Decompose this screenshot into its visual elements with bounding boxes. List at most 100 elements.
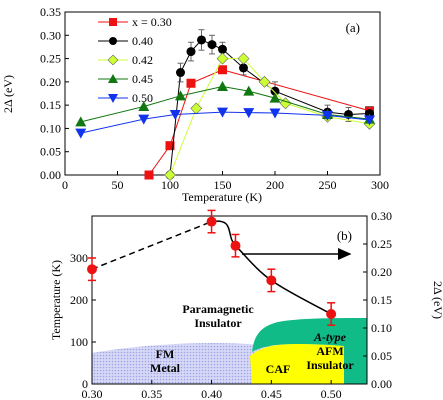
data-point [322, 110, 333, 121]
series-line-0.45 [80, 86, 370, 123]
legend-marker [108, 74, 118, 83]
data-point [217, 81, 228, 92]
x-tick-label: 100 [161, 178, 179, 192]
x-tick-label: 200 [266, 178, 284, 192]
data-point [243, 85, 255, 96]
data-point [186, 47, 196, 57]
gap-data-point [87, 264, 97, 275]
x-tick-label: 250 [319, 178, 337, 192]
data-point [269, 92, 281, 103]
x-tick-label: 0.30 [82, 387, 103, 400]
legend-entry: 0.45 [132, 72, 153, 86]
right-y-tick-label: 0.15 [371, 293, 392, 307]
region-label-a-type: A-type [313, 330, 347, 344]
x-tick-label: 0.35 [141, 387, 162, 400]
legend-entry: 0.40 [132, 34, 153, 48]
series-line-0.42 [169, 58, 370, 176]
data-point [364, 115, 375, 126]
data-point [216, 52, 229, 65]
right-y-tick-label: 0.05 [371, 349, 392, 363]
data-point [243, 108, 255, 119]
gap-dashed-line [91, 220, 212, 270]
data-point [269, 108, 281, 119]
panel-b-label: (b) [337, 228, 352, 243]
panel-b: 0.30 0.35 0.40 0.45 0.50 0 100 200 300 0.00 0.05 0.… [49, 209, 443, 400]
y-tick-label: 0.30 [40, 28, 61, 42]
gap-data-point [206, 216, 217, 227]
data-point [138, 101, 150, 112]
left-y-tick-label: 100 [70, 335, 88, 349]
data-point [258, 75, 271, 88]
data-point [237, 52, 250, 65]
x-tick-label: 50 [112, 178, 124, 192]
right-y-tick-label: 0.10 [371, 321, 392, 335]
data-point [197, 35, 206, 45]
panel-a-ticks: 0 50 100 150 200 250 300 0.00 0.05 0.10 0.15 0.20 0.… [40, 5, 389, 192]
y-tick-label: 0.35 [40, 5, 61, 19]
panel-b-data [87, 209, 337, 326]
data-point [207, 40, 217, 50]
data-point [176, 68, 185, 78]
gap-data-point [230, 240, 241, 251]
panel-a-data [75, 29, 376, 181]
region-label-metal: Metal [150, 361, 181, 375]
data-point [270, 86, 280, 96]
gap-solid-curve [211, 220, 332, 315]
left-y-tick-label: 300 [70, 251, 88, 265]
data-point [138, 114, 150, 125]
panel-a-frame [64, 11, 381, 176]
y-tick-label: 0.00 [40, 168, 61, 182]
x-tick-label: 0 [62, 178, 68, 192]
data-point [190, 102, 203, 115]
region-fm-metal [92, 342, 293, 384]
y-tick-label: 0.15 [40, 98, 61, 112]
panel-a-legend: x = 0.30 0.40 0.42 0.45 0.50 [98, 15, 172, 105]
region-caf [250, 344, 344, 384]
data-point [175, 90, 186, 101]
right-y-tick-label: 0.30 [371, 209, 392, 223]
legend-entry: 0.42 [132, 53, 153, 67]
left-y-tick-label: 200 [70, 293, 88, 307]
legend-marker [109, 18, 117, 26]
x-tick-label: 150 [214, 178, 232, 192]
data-point [165, 141, 175, 151]
legend-entry: x = 0.30 [132, 15, 172, 29]
panel-b-regions [92, 318, 367, 384]
legend-entry: 0.50 [132, 91, 153, 105]
y-tick-label: 0.10 [40, 121, 61, 135]
y-tick-label: 0.25 [40, 52, 61, 66]
right-y-tick-label: 0.25 [371, 237, 392, 251]
y-tick-label: 0.20 [40, 75, 61, 89]
panel-b-left-axis-label: Temperature (K) [49, 260, 63, 340]
region-label-afm: AFM [316, 344, 343, 358]
legend-marker [107, 54, 119, 66]
gap-data-point [326, 309, 337, 319]
x-tick-label: 300 [371, 178, 389, 192]
region-label-insulator: Insulator [194, 316, 242, 330]
panel-b-ticks: 0.30 0.35 0.40 0.45 0.50 0 100 200 300 0.00 0.05 0.… [70, 209, 392, 400]
legend-marker [108, 94, 118, 103]
data-point [218, 65, 227, 75]
region-label-caf: CAF [266, 362, 291, 376]
x-tick-label: 0.40 [201, 387, 222, 400]
gap-data-point [266, 275, 277, 286]
data-point [217, 107, 228, 118]
data-point [75, 128, 87, 139]
data-point [75, 116, 87, 127]
legend-marker [109, 37, 117, 45]
region-a-type-afm [252, 318, 367, 384]
data-point [144, 170, 154, 180]
data-point [164, 169, 176, 181]
x-tick-label: 0.50 [321, 387, 342, 400]
panel-a: 0 50 100 150 200 250 300 0.00 0.05 0.10 0.15 0.20 0.… [1, 5, 389, 204]
y-tick-label: 0.05 [40, 145, 61, 159]
left-y-tick-label: 0 [82, 377, 88, 391]
series-line-0.30 [148, 69, 370, 176]
region-label-paramagnetic: Paramagnetic [182, 302, 254, 316]
x-tick-label: 0.45 [261, 387, 282, 400]
panel-a-y-axis-label: 2Δ (eV) [1, 75, 15, 113]
data-point [186, 78, 196, 88]
panel-a-x-axis-label: Temperature (K) [182, 190, 262, 204]
panel-a-label: (a) [346, 20, 360, 35]
